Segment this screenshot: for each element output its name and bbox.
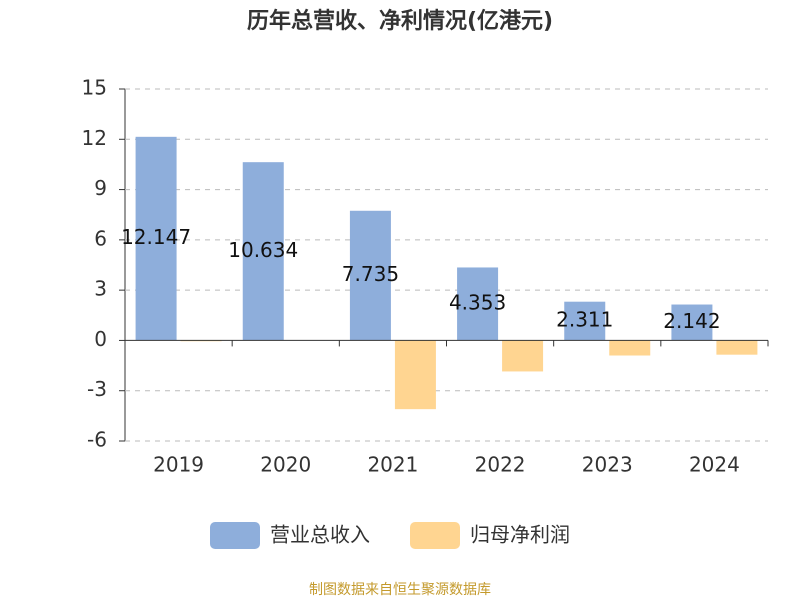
data-label: 7.735: [342, 262, 399, 286]
data-label: 12.147: [121, 225, 191, 249]
bar: [457, 267, 499, 341]
y-tick-label: 12: [82, 126, 107, 150]
legend-label: 归母净利润: [470, 523, 570, 547]
x-tick-label: 2020: [260, 453, 311, 477]
x-tick-label: 2022: [475, 453, 526, 477]
y-tick-label: 3: [94, 277, 107, 301]
data-label: 2.311: [556, 308, 613, 332]
y-tick-label: 0: [94, 327, 107, 351]
bar: [135, 136, 177, 341]
y-tick-label: 9: [94, 176, 107, 200]
chart-title: 历年总营收、净利情况(亿港元): [247, 8, 553, 34]
x-tick-label: 2019: [153, 453, 204, 477]
data-label: 4.353: [449, 290, 506, 314]
legend-swatch: [410, 522, 460, 549]
x-tick-label: 2021: [367, 453, 418, 477]
bar: [671, 304, 713, 341]
y-tick-label: -3: [87, 377, 107, 401]
legend-swatch: [210, 522, 260, 549]
bar: [242, 162, 284, 341]
source-note: 制图数据来自恒生聚源数据库: [309, 582, 491, 598]
bar: [394, 340, 436, 410]
data-label: 10.634: [228, 238, 298, 262]
legend-label: 营业总收入: [270, 523, 370, 547]
bar: [609, 340, 651, 356]
bar: [502, 340, 544, 372]
y-tick-label: -6: [87, 428, 107, 452]
bar: [716, 340, 758, 355]
y-tick-label: 15: [82, 76, 107, 100]
bar: [349, 210, 391, 341]
bar: [564, 301, 606, 341]
x-tick-label: 2023: [582, 453, 633, 477]
x-tick-label: 2024: [689, 453, 740, 477]
y-tick-label: 6: [94, 226, 107, 250]
data-label: 2.142: [663, 309, 720, 333]
